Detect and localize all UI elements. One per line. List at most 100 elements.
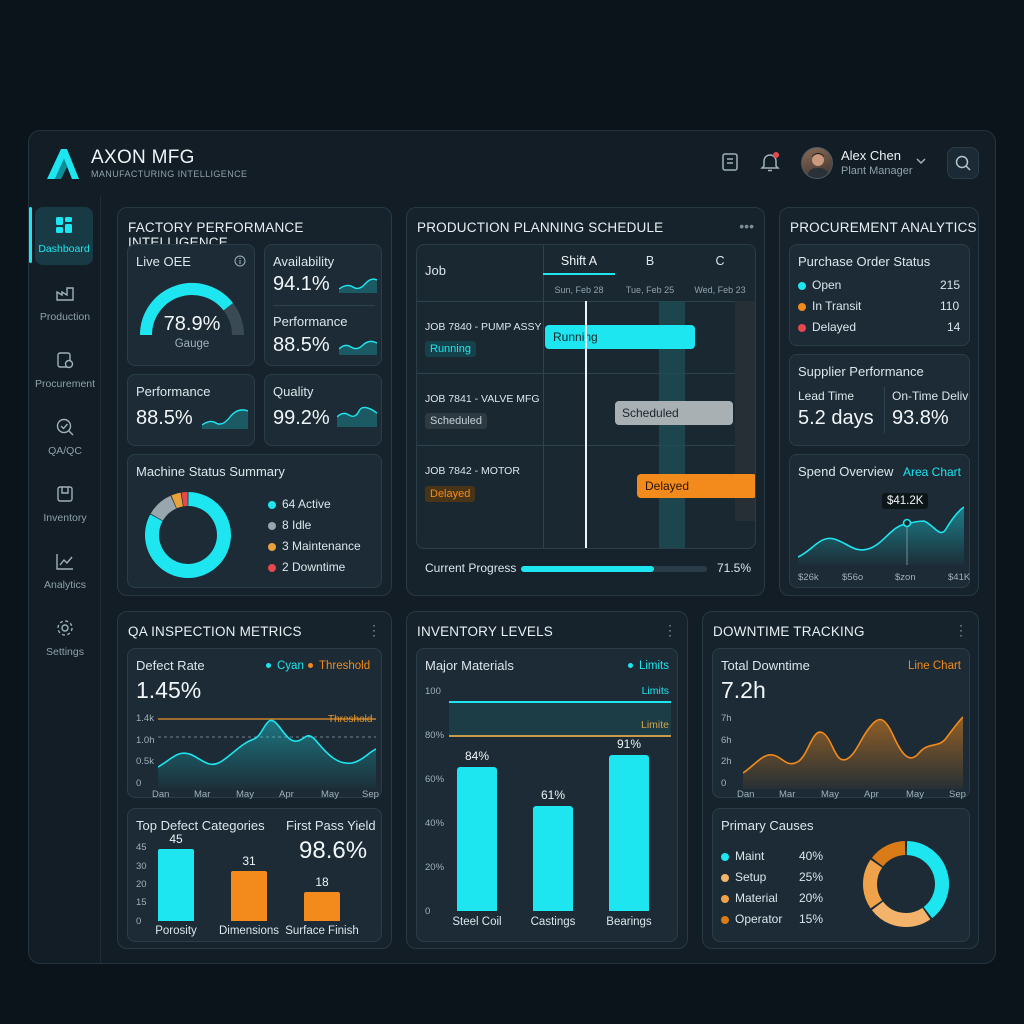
bell-icon[interactable] [759,151,781,173]
defect-bar-value: 31 [242,854,256,869]
panel-title: PRODUCTION PLANNING SCHEDULE [417,220,664,235]
axis-tick: 60% [425,774,445,785]
tab-shift-a[interactable]: Shift A [543,251,615,275]
defect-bar-value: 45 [169,832,183,846]
sidebar-item-inventory[interactable]: Inventory [29,476,101,534]
downtime-panel: DOWNTIME TRACKING ⋮ Total Downtime Line … [702,611,979,949]
axis-tick: Apr [864,789,879,800]
quality-label: Quality [273,384,314,399]
tab-shift-c[interactable]: C [715,254,725,268]
machine-status-slice-0 [145,492,231,578]
cause-setup: Setup [721,870,766,884]
gantt-bar-scheduled[interactable]: Scheduled [615,401,733,425]
top-defects-card: Top Defect Categories First Pass Yield 9… [127,808,382,942]
legend-idle: 8 Idle [268,518,311,532]
panel-title: INVENTORY LEVELS [417,624,554,639]
supplier-performance-card: Supplier Performance Lead Time 5.2 days … [789,354,970,446]
inventory-bar[interactable] [609,754,649,911]
machine-status-slice-1 [150,495,177,521]
inventory-icon [57,486,73,502]
axis-tick: 0 [721,778,727,789]
sidebar-item-qa[interactable]: QA/QC [29,409,101,467]
quality-sparkline [337,406,377,427]
primary-causes-label: Primary Causes [721,818,814,833]
axis-tick: 40% [425,818,445,829]
cause-setup-value: 25% [799,870,824,884]
performance-sparkline [202,409,248,429]
gantt-bar-delayed[interactable]: Delayed [637,474,755,498]
chart-type-tag[interactable]: Line Chart [907,660,961,672]
more-icon[interactable]: ⋮ [367,622,381,638]
axis-tick: Sep [949,789,966,800]
sidebar-item-production[interactable]: Production [29,275,101,333]
legend-limits: Limits [627,660,669,672]
sidebar-item-settings[interactable]: Settings [29,610,101,668]
axis-tick: 6h [721,735,732,746]
reports-icon[interactable] [719,151,741,173]
axis-tick: 0.5k [136,756,154,767]
defect-bar[interactable] [231,871,267,921]
avatar[interactable] [801,147,833,179]
sidebar-item-label: Analytics [43,579,86,591]
chevron-down-icon[interactable] [915,155,927,167]
job-name: JOB 7842 - MOTOR [425,465,520,477]
axis-tick: 80% [425,730,445,741]
more-icon[interactable]: ••• [739,218,754,234]
total-downtime-value: 7.2h [721,677,766,703]
info-icon[interactable] [234,255,246,267]
cause-material: Material [721,891,778,905]
limit-label: Limits [641,685,669,697]
more-icon[interactable]: ⋮ [663,622,677,638]
performance-top-label: Performance [273,314,348,329]
defect-bar[interactable] [158,849,194,921]
factory-performance-panel: FACTORY PERFORMANCE INTELLIGENCE Live OE… [117,207,392,596]
progress-fill [521,566,654,572]
sidebar-item-label: Dashboard [38,243,90,255]
cause-material-value: 20% [799,891,824,905]
inventory-bar[interactable] [533,806,573,911]
current-time-marker [585,301,587,548]
active-indicator [29,207,32,263]
limit-line-lower [449,735,671,737]
availability-label: Availability [273,254,335,269]
axis-tick: Apr [279,789,294,800]
inventory-bar-value: 84% [464,748,490,763]
spend-overview-card: Spend Overview Area Chart $41.2K $26k $5… [789,454,970,588]
axis-tick: $zon [895,572,916,583]
sidebar-item-label: Inventory [43,512,87,524]
purchase-order-card: Purchase Order Status Open 215 In Transi… [789,244,970,346]
limit-label: Limite [640,719,669,731]
po-open-value: 215 [940,278,961,292]
legend-active: 64 Active [268,497,331,511]
sidebar-item-dashboard[interactable]: Dashboard [35,207,93,265]
user-name: Alex Chen [841,148,901,163]
legend-cyan: Cyan [266,660,304,672]
more-icon[interactable]: ⋮ [954,622,968,638]
status-badge: Running [425,341,476,357]
inventory-bar-category: Bearings [606,916,652,928]
fpy-label: First Pass Yield [286,818,376,833]
legend-maintenance: 3 Maintenance [268,539,361,553]
sidebar-item-label: Settings [46,646,84,658]
analytics-icon [56,554,73,570]
gantt-bar-running[interactable]: Running [545,325,695,349]
progress-track [521,566,707,572]
axis-tick: Mar [194,789,211,800]
cause-maint: Maint [721,849,764,863]
oee-card: Live OEE 78.9% Gauge [127,244,255,366]
machine-status-label: Machine Status Summary [136,464,285,479]
production-icon [56,287,74,301]
sidebar-item-procurement[interactable]: Procurement [29,342,101,400]
inventory-bar[interactable] [457,766,497,911]
brand-name: AXON MFG [91,147,195,168]
machine-status-slice-2 [171,492,184,509]
chart-type-tag[interactable]: Area Chart [902,465,961,479]
brand-subtitle: MANUFACTURING INTELLIGENCE [91,169,248,179]
tab-shift-b[interactable]: B [645,254,655,268]
defect-bar[interactable] [304,892,340,921]
cause-slice-1 [871,901,931,927]
availability-card: Availability 94.1% Performance 88.5% [264,244,382,366]
sidebar-item-analytics[interactable]: Analytics [29,543,101,601]
defect-bar-category: Dimensions [218,925,280,937]
search-button[interactable] [947,147,979,179]
